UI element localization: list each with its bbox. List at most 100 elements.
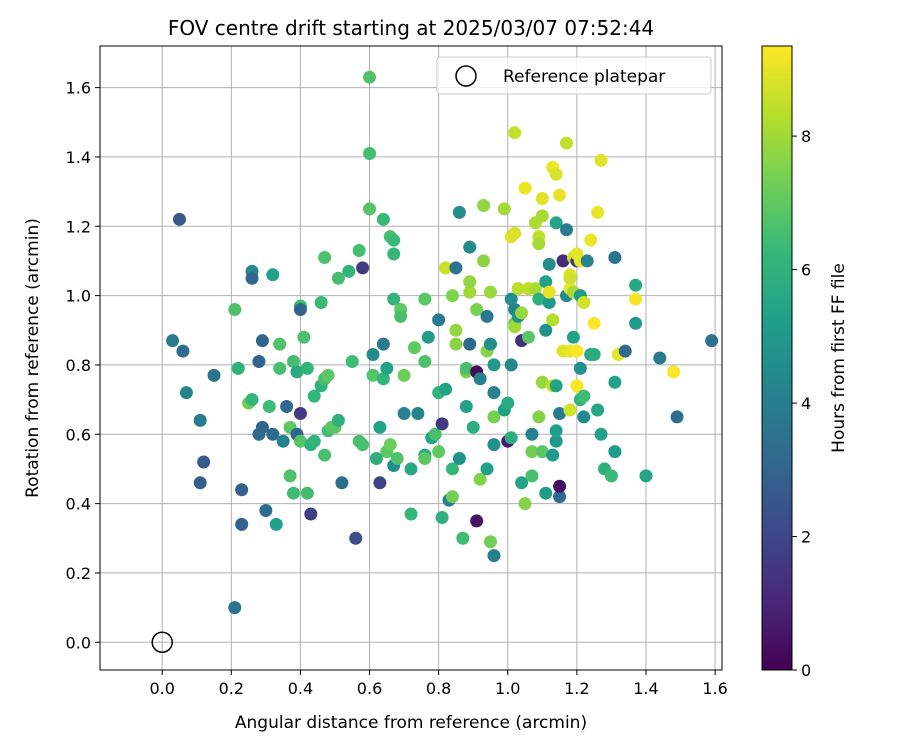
- data-point: [376, 372, 390, 386]
- data-point: [542, 285, 556, 299]
- data-point: [504, 292, 518, 306]
- y-tick-label: 1.4: [66, 148, 91, 167]
- data-point: [483, 337, 497, 351]
- data-point: [193, 413, 207, 427]
- data-point: [276, 434, 290, 448]
- data-point: [394, 309, 408, 323]
- reference-platepar-marker: [151, 631, 173, 654]
- data-point: [535, 209, 549, 223]
- x-tick-label: 0.0: [149, 679, 174, 698]
- data-point: [463, 337, 477, 351]
- data-point: [608, 445, 622, 459]
- data-point: [307, 434, 321, 448]
- data-point: [252, 427, 266, 441]
- y-tick-label: 0.4: [66, 495, 91, 514]
- data-point: [594, 153, 608, 167]
- data-point: [604, 469, 618, 483]
- colorbar-gradient: [762, 46, 792, 670]
- data-point: [504, 358, 518, 372]
- data-point: [387, 233, 401, 247]
- data-point: [287, 486, 301, 500]
- data-point: [525, 427, 539, 441]
- data-point: [380, 361, 394, 375]
- data-point: [387, 247, 401, 261]
- data-point: [273, 337, 287, 351]
- data-point: [456, 531, 470, 545]
- data-point: [508, 320, 522, 334]
- data-point: [535, 445, 549, 459]
- data-point: [293, 302, 307, 316]
- data-point: [629, 292, 643, 306]
- grid: [100, 46, 722, 670]
- data-point: [259, 504, 273, 518]
- data-point: [504, 431, 518, 445]
- data-point: [587, 316, 601, 330]
- y-tick-label: 0.2: [66, 564, 91, 583]
- data-point: [608, 375, 622, 389]
- data-point: [470, 514, 484, 528]
- colorbar-ticks: 0 2 4 6 8: [792, 127, 811, 680]
- colorbar-tick-label: 8: [801, 127, 811, 146]
- data-point: [594, 427, 608, 441]
- y-axis-label: Rotation from reference (arcmin): [23, 218, 43, 498]
- data-point: [331, 271, 345, 285]
- data-point: [560, 136, 573, 150]
- data-point: [342, 264, 356, 278]
- y-tick-label: 1.0: [66, 287, 91, 306]
- data-point: [300, 486, 314, 500]
- data-point: [532, 237, 546, 251]
- data-point: [290, 365, 304, 379]
- data-point: [459, 361, 473, 375]
- data-point: [452, 452, 466, 466]
- data-point: [383, 438, 397, 452]
- data-point: [179, 386, 193, 400]
- x-tick-label: 1.4: [633, 679, 658, 698]
- data-point: [445, 289, 459, 303]
- data-point: [197, 455, 211, 469]
- colorbar-label: Hours from first FF file: [829, 263, 849, 453]
- data-point: [356, 261, 370, 275]
- data-point: [432, 445, 446, 459]
- x-tick-label: 0.2: [219, 679, 244, 698]
- data-point: [629, 278, 643, 292]
- y-tick-label: 1.2: [66, 217, 91, 236]
- data-point: [556, 254, 570, 268]
- data-point: [231, 361, 245, 375]
- data-point: [418, 452, 432, 466]
- data-point: [487, 410, 501, 424]
- data-point: [207, 368, 221, 382]
- data-point: [473, 472, 487, 486]
- data-point: [577, 296, 591, 310]
- data-point: [670, 410, 684, 424]
- data-point: [235, 517, 249, 531]
- colorbar-frame: [761, 45, 793, 671]
- data-points: [166, 70, 719, 615]
- y-tick-label: 1.6: [66, 79, 91, 98]
- legend-box: [436, 56, 712, 95]
- data-point: [508, 226, 522, 240]
- x-tick-label: 1.2: [564, 679, 589, 698]
- data-point: [283, 469, 297, 483]
- data-point: [549, 434, 563, 448]
- x-tick-label: 1.6: [702, 679, 727, 698]
- y-axis: 0.0 0.2 0.4 0.6 0.8 1.0 1.2 1.4 1.6: [66, 79, 100, 652]
- colorbar-tick-label: 2: [801, 528, 811, 547]
- data-point: [653, 351, 667, 365]
- data-point: [445, 462, 459, 476]
- data-point: [297, 330, 311, 344]
- data-point: [629, 316, 643, 330]
- data-point: [432, 313, 446, 327]
- data-point: [228, 601, 242, 615]
- data-point: [407, 341, 421, 355]
- data-point: [511, 282, 525, 296]
- colorbar-tick-label: 4: [801, 394, 811, 413]
- data-point: [608, 250, 622, 264]
- x-tick-label: 0.6: [357, 679, 382, 698]
- data-point: [591, 403, 605, 417]
- data-point: [300, 361, 314, 375]
- data-point: [480, 462, 494, 476]
- data-point: [515, 306, 529, 320]
- data-point: [539, 275, 553, 289]
- y-tick-label: 0.6: [66, 425, 91, 444]
